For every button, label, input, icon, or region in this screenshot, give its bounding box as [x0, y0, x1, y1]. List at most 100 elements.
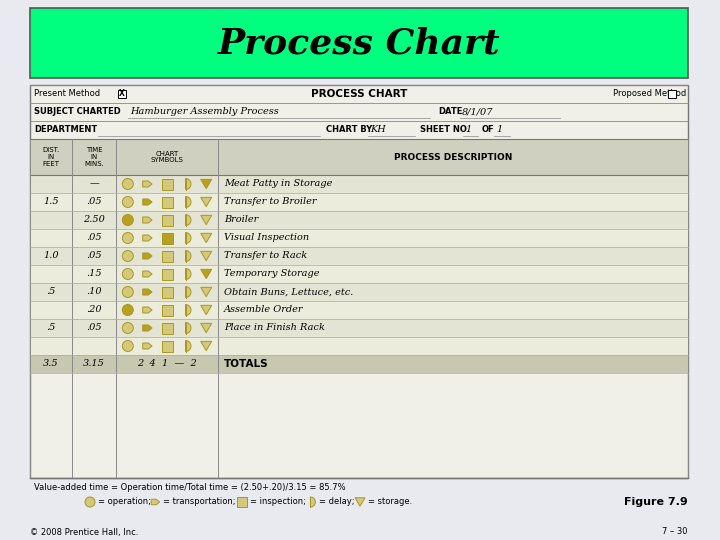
Wedge shape	[186, 197, 191, 207]
Text: Hamburger Assembly Process: Hamburger Assembly Process	[130, 107, 279, 117]
Text: 2  4  1  —  2: 2 4 1 — 2	[137, 360, 197, 368]
FancyBboxPatch shape	[30, 8, 688, 78]
Polygon shape	[201, 341, 212, 350]
Wedge shape	[186, 214, 191, 226]
Wedge shape	[310, 497, 315, 507]
Wedge shape	[186, 233, 191, 244]
FancyBboxPatch shape	[161, 214, 173, 226]
Circle shape	[122, 305, 133, 315]
Text: SHEET NO.: SHEET NO.	[420, 125, 470, 134]
Text: Assemble Order: Assemble Order	[224, 306, 304, 314]
Polygon shape	[355, 498, 365, 507]
FancyBboxPatch shape	[30, 175, 688, 193]
Text: Broiler: Broiler	[224, 215, 258, 225]
Text: SUBJECT CHARTED: SUBJECT CHARTED	[34, 107, 121, 117]
Text: PROCESS CHART: PROCESS CHART	[311, 89, 408, 99]
Text: Process Chart: Process Chart	[217, 26, 500, 60]
FancyBboxPatch shape	[118, 90, 126, 98]
Polygon shape	[143, 343, 152, 349]
Text: 1.5: 1.5	[43, 198, 59, 206]
FancyBboxPatch shape	[668, 90, 676, 98]
FancyBboxPatch shape	[30, 229, 688, 247]
FancyBboxPatch shape	[30, 319, 688, 337]
Wedge shape	[186, 179, 191, 190]
Polygon shape	[201, 269, 212, 279]
Text: CHART
SYMBOLS: CHART SYMBOLS	[150, 151, 184, 164]
FancyBboxPatch shape	[161, 287, 173, 298]
FancyBboxPatch shape	[161, 268, 173, 280]
FancyBboxPatch shape	[30, 283, 688, 301]
Text: 1: 1	[465, 125, 472, 134]
FancyBboxPatch shape	[161, 305, 173, 315]
Circle shape	[122, 197, 133, 207]
Polygon shape	[143, 181, 152, 187]
Circle shape	[122, 251, 133, 261]
FancyBboxPatch shape	[161, 341, 173, 352]
Polygon shape	[143, 325, 152, 331]
FancyBboxPatch shape	[30, 211, 688, 229]
Text: 1.0: 1.0	[43, 252, 59, 260]
Text: CHART BY: CHART BY	[326, 125, 372, 134]
Text: 2.50: 2.50	[83, 215, 105, 225]
Text: © 2008 Prentice Hall, Inc.: © 2008 Prentice Hall, Inc.	[30, 528, 138, 537]
Circle shape	[122, 179, 133, 190]
FancyBboxPatch shape	[161, 233, 173, 244]
Text: DEPARTMENT: DEPARTMENT	[34, 125, 97, 134]
Polygon shape	[143, 253, 152, 259]
Text: Visual Inspection: Visual Inspection	[224, 233, 309, 242]
Text: 3.15: 3.15	[83, 360, 105, 368]
Text: 1: 1	[496, 125, 503, 134]
Text: .20: .20	[86, 306, 102, 314]
Text: Transfer to Rack: Transfer to Rack	[224, 252, 307, 260]
Text: —: —	[89, 179, 99, 188]
FancyBboxPatch shape	[161, 197, 173, 207]
Circle shape	[122, 322, 133, 334]
FancyBboxPatch shape	[161, 179, 173, 190]
Wedge shape	[186, 287, 191, 298]
Text: KH: KH	[370, 125, 386, 134]
Text: Figure 7.9: Figure 7.9	[624, 497, 688, 507]
Text: = inspection;: = inspection;	[250, 497, 306, 507]
Text: 8/1/07: 8/1/07	[462, 107, 493, 117]
Polygon shape	[151, 500, 160, 505]
FancyBboxPatch shape	[30, 85, 688, 478]
Text: .5: .5	[46, 287, 55, 296]
FancyBboxPatch shape	[30, 139, 688, 175]
Polygon shape	[143, 199, 152, 205]
Text: .15: .15	[86, 269, 102, 279]
Wedge shape	[186, 251, 191, 261]
Polygon shape	[201, 305, 212, 315]
FancyBboxPatch shape	[161, 251, 173, 261]
Wedge shape	[186, 305, 191, 315]
Circle shape	[122, 214, 133, 226]
Text: OF: OF	[482, 125, 495, 134]
Text: PROCESS DESCRIPTION: PROCESS DESCRIPTION	[394, 152, 512, 161]
Text: DIST.
IN
FEET: DIST. IN FEET	[42, 147, 60, 167]
Wedge shape	[186, 341, 191, 352]
Polygon shape	[201, 323, 212, 333]
Circle shape	[122, 233, 133, 244]
Text: = operation;: = operation;	[98, 497, 151, 507]
FancyBboxPatch shape	[30, 193, 688, 211]
Circle shape	[85, 497, 95, 507]
Polygon shape	[143, 271, 152, 277]
Text: = storage.: = storage.	[368, 497, 413, 507]
Wedge shape	[186, 268, 191, 280]
Text: .05: .05	[86, 233, 102, 242]
FancyBboxPatch shape	[30, 355, 688, 373]
Text: Transfer to Broiler: Transfer to Broiler	[224, 198, 317, 206]
Text: .5: .5	[46, 323, 55, 333]
Polygon shape	[201, 197, 212, 207]
Text: .05: .05	[86, 198, 102, 206]
Text: Present Method: Present Method	[34, 90, 100, 98]
Text: 3.5: 3.5	[43, 360, 59, 368]
Text: Temporary Storage: Temporary Storage	[224, 269, 320, 279]
Polygon shape	[201, 251, 212, 261]
Text: Value-added time = Operation time/Total time = (2.50+.20)/3.15 = 85.7%: Value-added time = Operation time/Total …	[34, 483, 346, 492]
FancyBboxPatch shape	[30, 247, 688, 265]
Text: Meat Patty in Storage: Meat Patty in Storage	[224, 179, 333, 188]
Circle shape	[122, 287, 133, 298]
FancyBboxPatch shape	[30, 337, 688, 355]
Text: .10: .10	[86, 287, 102, 296]
Polygon shape	[143, 289, 152, 295]
